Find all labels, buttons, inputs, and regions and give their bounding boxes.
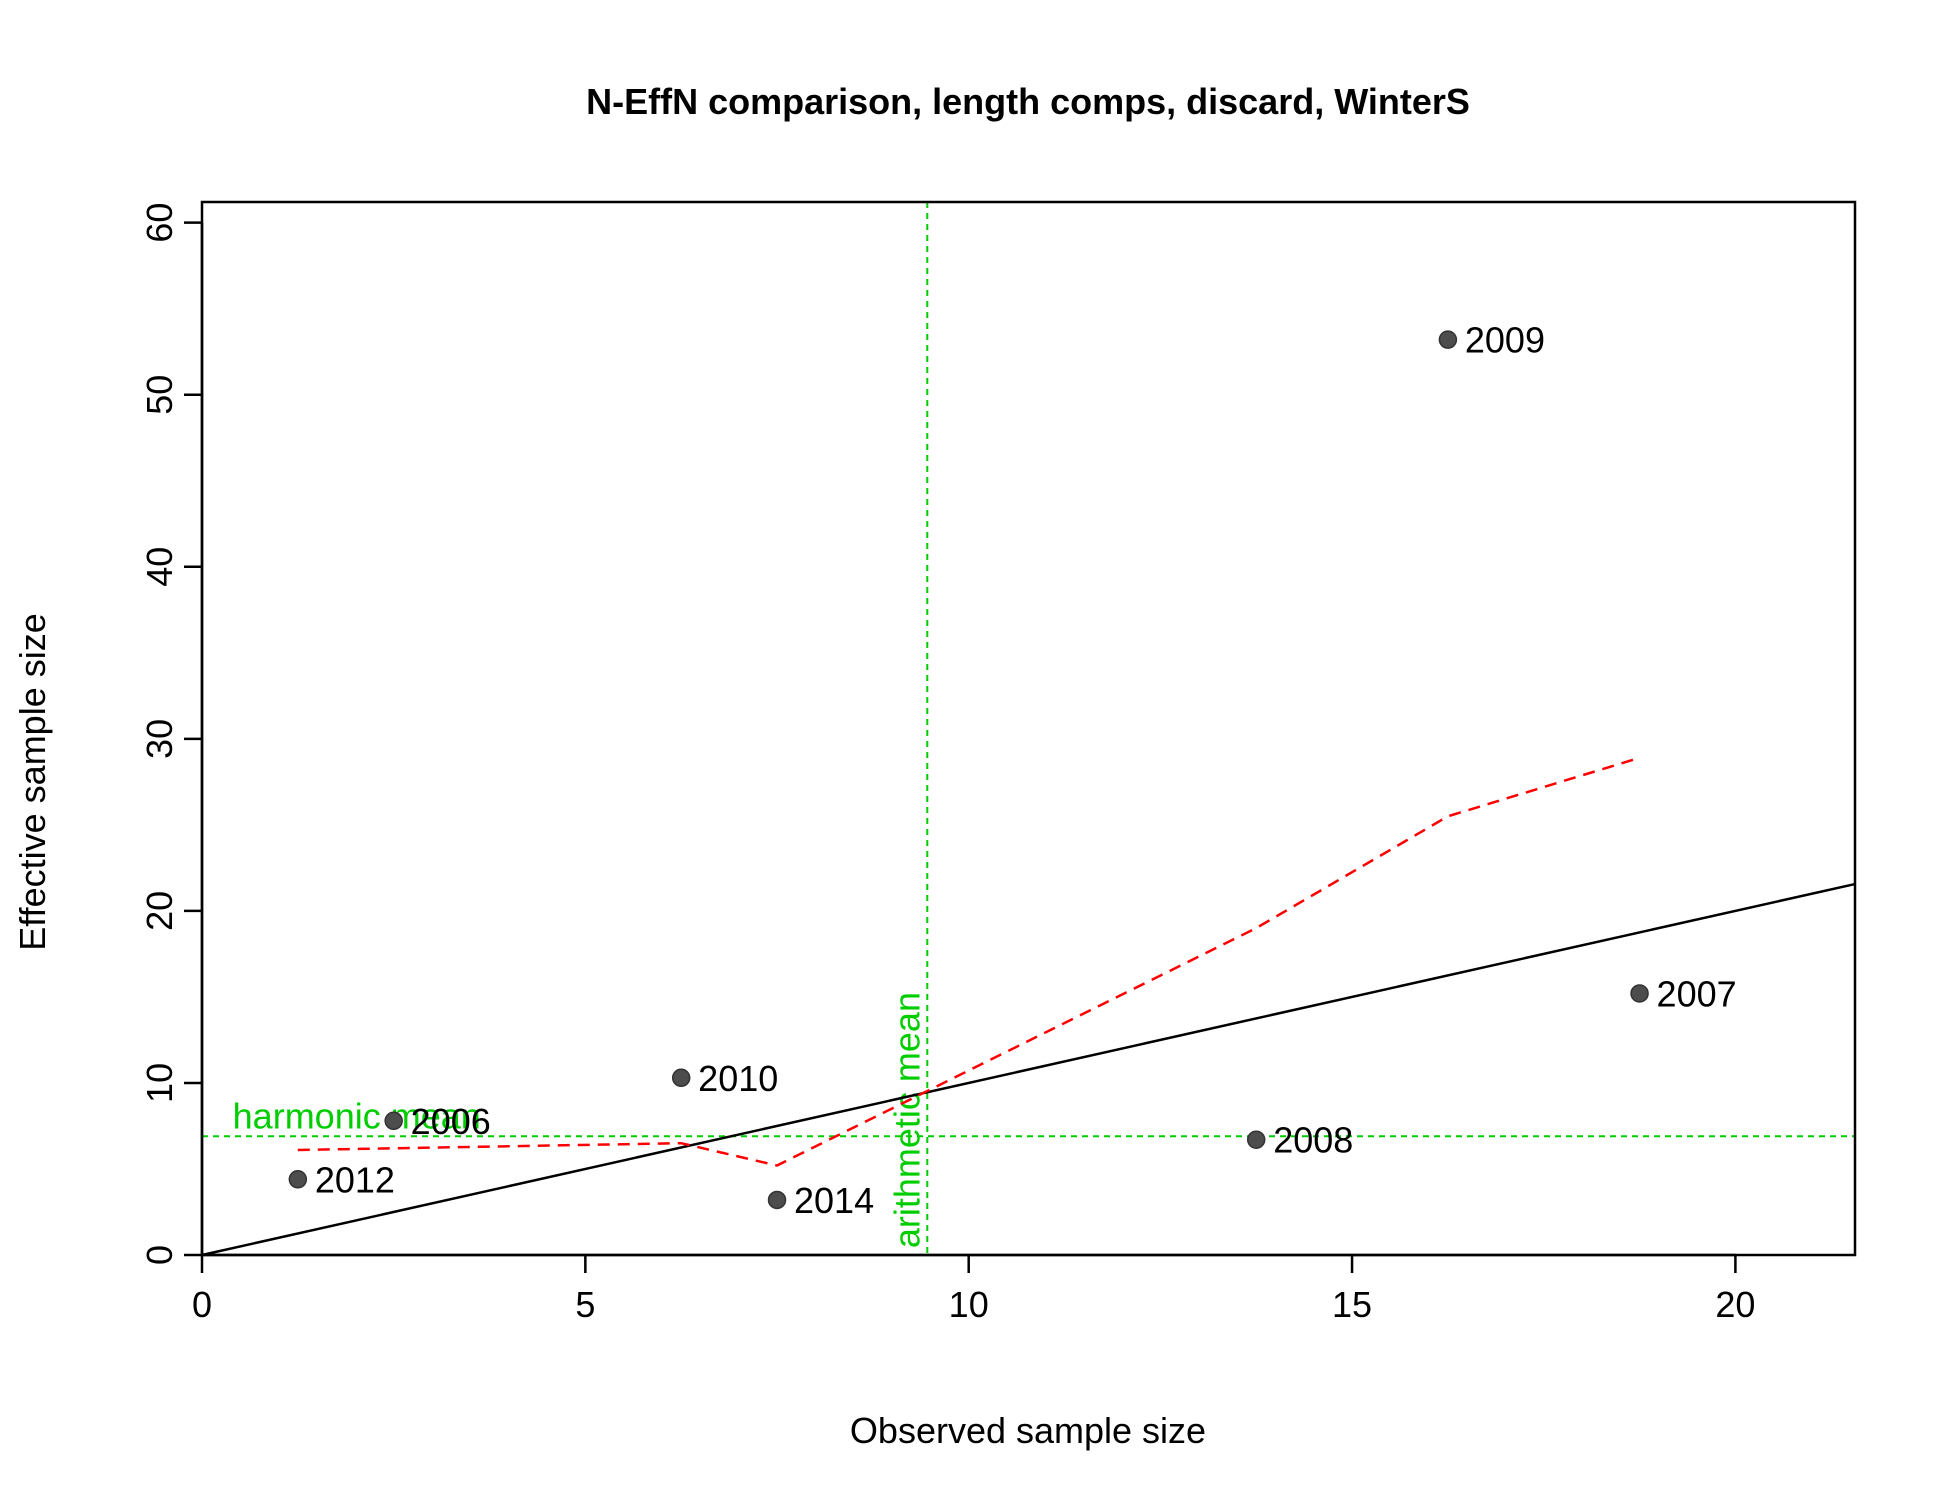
point-label: 2009 — [1465, 320, 1545, 361]
point-label: 2010 — [698, 1058, 778, 1099]
one-to-one-line — [201, 882, 1856, 1257]
y-tick-label: 60 — [139, 203, 180, 243]
y-tick-label: 40 — [139, 547, 180, 587]
point-label: 2008 — [1273, 1120, 1353, 1161]
x-axis-label: Observed sample size — [850, 1410, 1206, 1451]
y-tick-label: 10 — [139, 1063, 180, 1103]
x-tick-label: 15 — [1332, 1284, 1372, 1325]
y-axis-label: Effective sample size — [12, 613, 53, 950]
chart-title: N-EffN comparison, length comps, discard… — [586, 81, 1470, 122]
y-tick-label: 30 — [139, 719, 180, 759]
data-point — [288, 1170, 308, 1189]
fitted-lines — [201, 756, 1856, 1257]
x-tick-label: 20 — [1715, 1284, 1755, 1325]
arithmetic-mean-label: arithmetic mean — [886, 992, 927, 1248]
point-label: 2012 — [315, 1159, 395, 1200]
harmonic-mean-label: harmonic mean — [233, 1095, 481, 1136]
x-tick-label: 10 — [949, 1284, 989, 1325]
data-point — [1246, 1130, 1266, 1149]
y-tick-label: 50 — [139, 375, 180, 415]
point-label: 2014 — [794, 1180, 874, 1221]
smoother-line — [297, 756, 1640, 1167]
x-tick-label: 5 — [575, 1284, 595, 1325]
data-point — [384, 1111, 403, 1131]
x-tick-label: 0 — [192, 1284, 212, 1325]
reference-lines: harmonic mean arithmetic mean — [202, 202, 1855, 1255]
point-label: 2007 — [1657, 973, 1737, 1014]
y-tick-label: 0 — [139, 1245, 180, 1265]
data-point — [671, 1068, 691, 1088]
data-point — [767, 1190, 787, 1210]
plot-frame — [200, 200, 1857, 1257]
y-tick-label: 20 — [139, 891, 180, 931]
data-point — [1630, 984, 1649, 1003]
data-points: 2006 2007 2008 2009 2010 2012 2014 — [288, 320, 1737, 1221]
axes: 0 5 10 15 20 0 10 20 30 40 50 60 — [139, 203, 1755, 1325]
point-label: 2006 — [411, 1101, 491, 1142]
data-point — [1438, 330, 1458, 349]
